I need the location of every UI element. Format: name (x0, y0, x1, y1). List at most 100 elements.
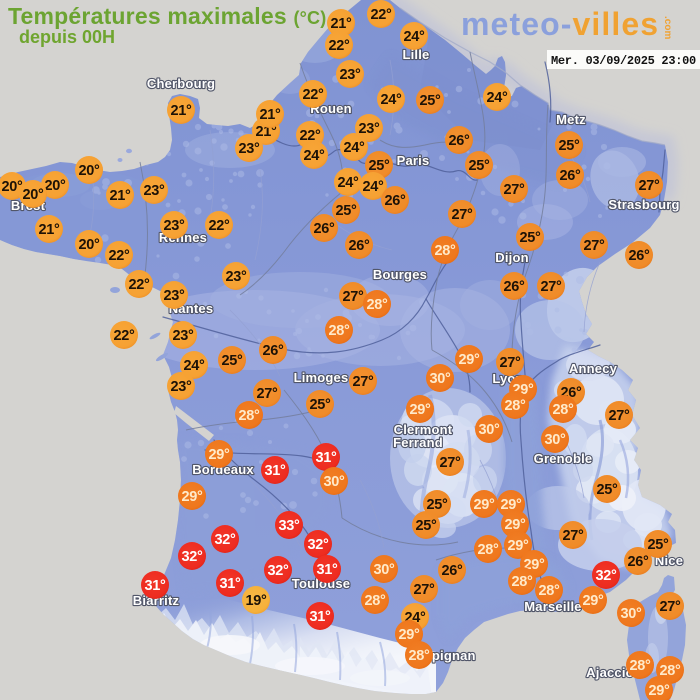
svg-text:22°: 22° (128, 277, 150, 293)
svg-text:27°: 27° (499, 355, 521, 371)
svg-text:31°: 31° (264, 463, 286, 479)
svg-text:27°: 27° (583, 238, 605, 254)
svg-text:32°: 32° (595, 568, 617, 584)
svg-text:Ferrand: Ferrand (393, 435, 443, 450)
svg-text:20°: 20° (22, 187, 44, 203)
svg-text:29°: 29° (181, 489, 203, 505)
svg-text:26°: 26° (262, 343, 284, 359)
svg-text:Températures maximales (°C): Températures maximales (°C) (8, 3, 326, 29)
svg-text:28°: 28° (477, 542, 499, 558)
svg-text:Cherbourg: Cherbourg (147, 76, 215, 91)
svg-text:20°: 20° (1, 179, 23, 195)
svg-text:30°: 30° (323, 474, 345, 490)
svg-text:Dijon: Dijon (495, 250, 529, 265)
svg-text:27°: 27° (562, 528, 584, 544)
svg-text:27°: 27° (540, 279, 562, 295)
svg-text:23°: 23° (170, 379, 192, 395)
svg-text:20°: 20° (78, 237, 100, 253)
svg-text:27°: 27° (439, 455, 461, 471)
svg-text:23°: 23° (339, 67, 361, 83)
svg-text:26°: 26° (503, 279, 525, 295)
svg-text:28°: 28° (629, 658, 651, 674)
svg-text:32°: 32° (214, 532, 236, 548)
svg-text:26°: 26° (348, 238, 370, 254)
svg-text:33°: 33° (278, 518, 300, 534)
svg-text:29°: 29° (504, 517, 526, 533)
svg-text:29°: 29° (409, 402, 431, 418)
svg-text:32°: 32° (181, 549, 203, 565)
svg-text:29°: 29° (473, 497, 495, 513)
svg-text:25°: 25° (519, 230, 541, 246)
svg-text:27°: 27° (413, 582, 435, 598)
svg-text:Lille: Lille (402, 47, 429, 62)
svg-text:25°: 25° (309, 397, 331, 413)
svg-text:28°: 28° (238, 408, 260, 424)
svg-text:28°: 28° (328, 323, 350, 339)
svg-text:28°: 28° (364, 593, 386, 609)
svg-text:23°: 23° (163, 218, 185, 234)
svg-text:Paris: Paris (397, 153, 430, 168)
svg-text:Biarritz: Biarritz (133, 593, 180, 608)
svg-text:27°: 27° (659, 599, 681, 615)
svg-text:23°: 23° (172, 328, 194, 344)
svg-text:21°: 21° (109, 188, 131, 204)
svg-text:27°: 27° (503, 182, 525, 198)
svg-text:23°: 23° (143, 183, 165, 199)
svg-text:25°: 25° (647, 537, 669, 553)
svg-text:26°: 26° (448, 133, 470, 149)
svg-text:31°: 31° (316, 562, 338, 578)
svg-text:29°: 29° (507, 538, 529, 554)
svg-text:28°: 28° (504, 398, 526, 414)
svg-text:25°: 25° (415, 518, 437, 534)
svg-text:21°: 21° (170, 103, 192, 119)
svg-text:21°: 21° (255, 124, 277, 140)
svg-text:21°: 21° (259, 107, 281, 123)
svg-text:Ajaccio: Ajaccio (586, 665, 634, 680)
svg-text:31°: 31° (315, 450, 337, 466)
svg-text:27°: 27° (608, 408, 630, 424)
svg-text:30°: 30° (373, 562, 395, 578)
svg-text:26°: 26° (627, 554, 649, 570)
svg-text:30°: 30° (478, 422, 500, 438)
svg-text:Clermont: Clermont (394, 422, 453, 437)
svg-text:23°: 23° (225, 269, 247, 285)
svg-text:22°: 22° (328, 38, 350, 54)
svg-text:meteo-villes: meteo-villes (461, 6, 659, 42)
svg-text:29°: 29° (582, 593, 604, 609)
svg-text:28°: 28° (659, 663, 681, 679)
svg-text:24°: 24° (343, 140, 365, 156)
svg-text:25°: 25° (426, 497, 448, 513)
svg-text:28°: 28° (434, 243, 456, 259)
svg-text:29°: 29° (398, 627, 420, 643)
svg-text:Bourges: Bourges (373, 267, 427, 282)
svg-text:25°: 25° (335, 203, 357, 219)
svg-text:31°: 31° (144, 578, 166, 594)
svg-text:23°: 23° (358, 121, 380, 137)
svg-text:26°: 26° (441, 563, 463, 579)
svg-text:29°: 29° (648, 683, 670, 699)
svg-text:27°: 27° (352, 374, 374, 390)
svg-text:24°: 24° (486, 90, 508, 106)
svg-text:28°: 28° (366, 297, 388, 313)
svg-text:25°: 25° (558, 138, 580, 154)
svg-text:26°: 26° (313, 221, 335, 237)
svg-text:23°: 23° (163, 288, 185, 304)
svg-text:22°: 22° (113, 328, 135, 344)
svg-text:21°: 21° (38, 222, 60, 238)
svg-text:24°: 24° (380, 92, 402, 108)
svg-text:28°: 28° (408, 648, 430, 664)
svg-text:30°: 30° (544, 432, 566, 448)
svg-text:30°: 30° (620, 606, 642, 622)
svg-text:Metz: Metz (556, 112, 586, 127)
svg-text:22°: 22° (108, 248, 130, 264)
svg-text:Marseille: Marseille (524, 599, 581, 614)
svg-text:20°: 20° (78, 163, 100, 179)
svg-text:32°: 32° (267, 563, 289, 579)
svg-text:19°: 19° (245, 593, 267, 609)
svg-text:22°: 22° (302, 87, 324, 103)
svg-text:25°: 25° (368, 158, 390, 174)
svg-text:26°: 26° (628, 248, 650, 264)
svg-text:24°: 24° (337, 175, 359, 191)
svg-text:29°: 29° (458, 352, 480, 368)
svg-text:24°: 24° (303, 148, 325, 164)
